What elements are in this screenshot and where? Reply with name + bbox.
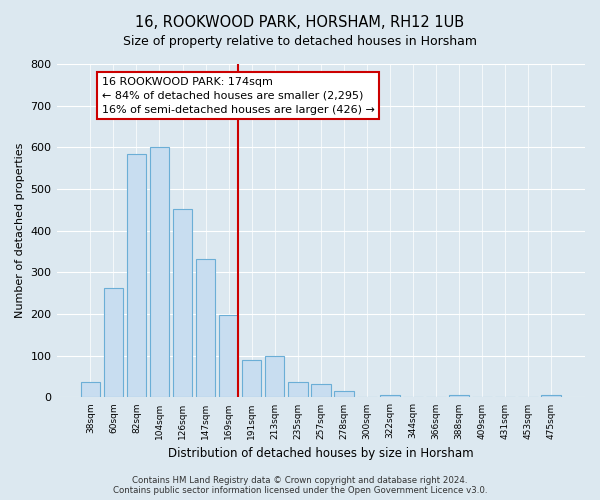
Bar	[334, 391, 353, 398]
Bar	[449, 396, 469, 398]
Bar	[380, 396, 400, 398]
Text: Contains HM Land Registry data © Crown copyright and database right 2024.
Contai: Contains HM Land Registry data © Crown c…	[113, 476, 487, 495]
Text: 16 ROOKWOOD PARK: 174sqm
← 84% of detached houses are smaller (2,295)
16% of sem: 16 ROOKWOOD PARK: 174sqm ← 84% of detach…	[102, 76, 375, 114]
Y-axis label: Number of detached properties: Number of detached properties	[15, 143, 25, 318]
Text: 16, ROOKWOOD PARK, HORSHAM, RH12 1UB: 16, ROOKWOOD PARK, HORSHAM, RH12 1UB	[136, 15, 464, 30]
Bar	[288, 382, 308, 398]
Bar	[242, 360, 262, 398]
Bar	[173, 209, 193, 398]
Bar	[80, 382, 100, 398]
Bar	[196, 258, 215, 398]
Bar	[127, 154, 146, 398]
Bar	[219, 316, 238, 398]
Bar	[541, 396, 561, 398]
X-axis label: Distribution of detached houses by size in Horsham: Distribution of detached houses by size …	[168, 447, 473, 460]
Bar	[104, 288, 123, 398]
Bar	[265, 356, 284, 398]
Bar	[149, 146, 169, 398]
Bar	[311, 384, 331, 398]
Text: Size of property relative to detached houses in Horsham: Size of property relative to detached ho…	[123, 35, 477, 48]
